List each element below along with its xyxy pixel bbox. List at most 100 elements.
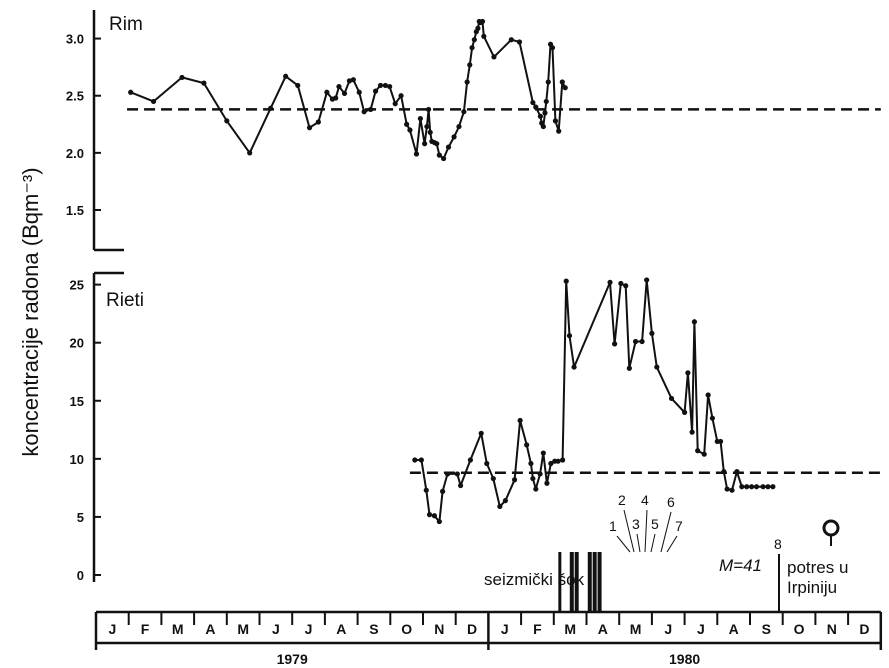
rieti-point [649,330,655,336]
rieti-point [632,338,639,345]
leader-line-6 [660,511,672,553]
rim-point [268,105,274,111]
y-axis-label: koncentracije radona (Bqm⁻³) [18,167,43,456]
rieti-point [760,484,766,490]
rieti-series-line-1 [609,279,773,492]
rim-point [295,82,301,89]
month-label-1: F [141,621,150,637]
rieti-point [689,429,695,435]
rieti-point [618,280,624,287]
rim-point [542,110,548,116]
shock-bar-6 [597,552,602,612]
rim-panel: Rim 1.5 2.0 2.5 3.0 [66,10,881,252]
quake-number-8: 8 [774,536,782,552]
rim-point [445,144,452,150]
shock-label: seizmički šok [484,570,585,589]
rieti-point [644,277,650,283]
month-label-8: S [369,621,378,637]
rieti-point [544,480,550,486]
rieti-point [668,395,675,402]
rim-point [556,128,562,134]
month-label-2: M [172,621,184,637]
rieti-point [502,498,509,504]
rim-point [436,152,442,158]
rieti-point [418,457,424,463]
rim-point [456,123,462,130]
rieti-point [744,484,750,490]
rieti-point [685,370,691,376]
rim-point [562,85,568,91]
rim-point [537,113,543,119]
month-label-5: J [272,621,280,637]
rieti-point [691,319,698,325]
shock-number-6: 6 [667,494,675,510]
rieti-point [458,482,464,489]
rim-series-line-0 [130,20,567,160]
rieti-tick-label-3: 15 [70,394,84,409]
rim-point [407,127,413,133]
rim-tick-label-3: 3.0 [66,32,84,47]
rim-point [464,79,470,85]
rim-point [422,141,428,147]
leader-line-2 [623,509,635,553]
shock-number-4: 4 [641,492,649,508]
rim-point [404,121,410,127]
rieti-point [709,415,715,421]
shock-number-3: 3 [632,516,640,532]
rim-point [324,89,330,95]
month-label-11: D [467,621,477,637]
month-label-3: A [205,621,215,637]
rieti-point [721,469,727,475]
rieti-point [739,484,745,490]
rim-point [387,83,393,90]
rim-point [346,78,353,84]
rim-point [451,134,457,140]
rim-point [283,73,289,79]
rim-series [128,18,568,162]
rim-point [201,80,207,86]
rieti-tick-label-4: 20 [70,336,84,351]
rieti-tick-label-5: 25 [70,278,84,293]
month-label-7: A [336,621,346,637]
shock-number-1: 1 [609,518,617,534]
rim-point [224,118,230,124]
year-label-1979: 1979 [277,651,308,667]
rim-point [417,115,423,122]
rim-point [441,155,447,162]
rim-tick-label-2: 2.5 [66,89,84,104]
rim-point [356,89,362,95]
rim-point [333,95,339,101]
rieti-point [412,457,418,463]
rim-point [434,141,440,147]
rim-point [128,89,134,95]
leader-line-1 [616,535,631,553]
rim-point [372,88,379,94]
rim-point [481,33,487,39]
rieti-point [717,438,724,445]
rim-point [543,98,549,105]
rieti-point [729,487,735,493]
rim-point [469,45,475,51]
rieti-point [533,486,539,492]
rieti-point [654,364,660,370]
rieti-y-axis: 0 5 10 15 20 25 [70,271,124,583]
rieti-point [431,513,438,519]
rim-tick-label-0: 1.5 [66,203,84,218]
leader-line-3 [636,533,641,553]
shock-bar-1 [558,552,562,612]
rieti-point [695,448,701,454]
rieti-tick-label-1: 5 [77,510,84,525]
shock-bar-2 [569,552,574,612]
rim-point [559,79,565,85]
rim-point [425,106,432,113]
rieti-point [484,460,490,467]
rim-point [150,98,157,105]
rieti-tick-label-2: 10 [70,452,84,467]
seismic-shock-bars [558,552,602,612]
rieti-tick-label-0: 0 [77,568,84,583]
month-label-0: J [108,621,116,637]
month-label-21: O [794,621,805,637]
rieti-series [412,277,776,525]
month-label-14: M [564,621,576,637]
